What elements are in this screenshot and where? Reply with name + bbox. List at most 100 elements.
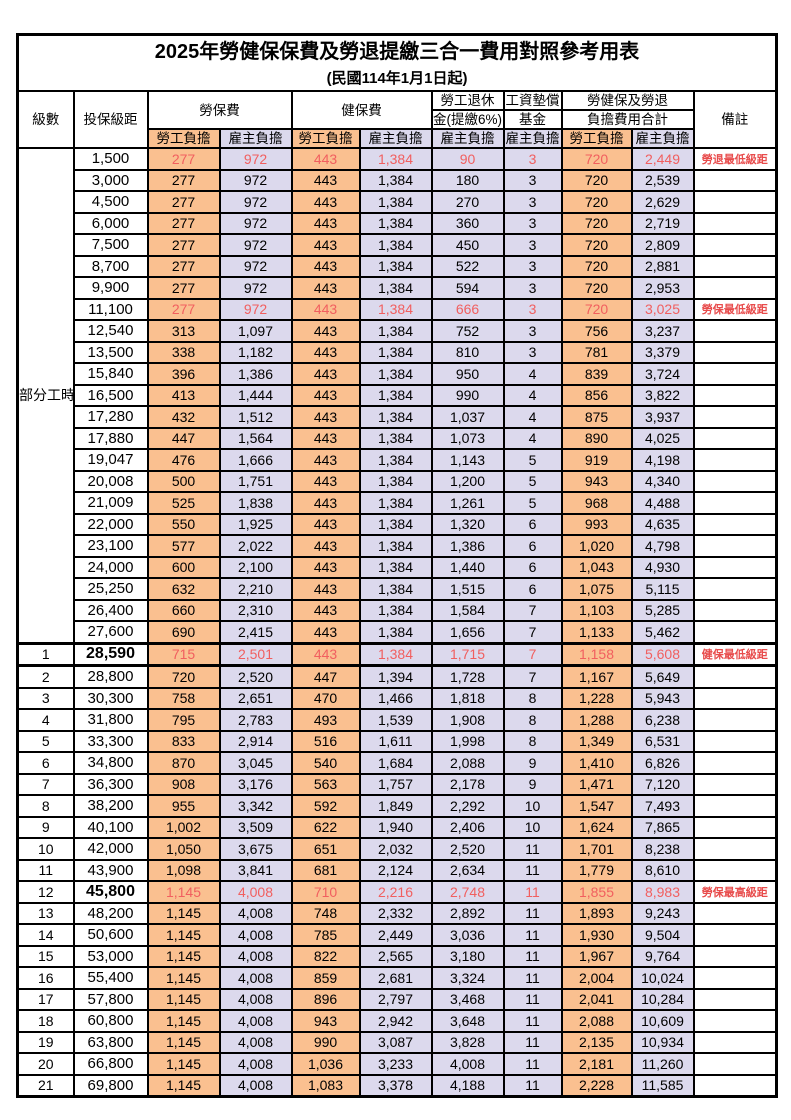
health-employer-cell: 1,684 — [358, 751, 433, 775]
header-total-line2: 負擔費用合計 — [560, 109, 695, 130]
bracket-cell: 4,500 — [72, 190, 149, 214]
labor-employee-cell: 660 — [146, 598, 221, 622]
total-employee-cell: 720 — [560, 233, 633, 257]
bracket-cell: 33,300 — [72, 729, 149, 753]
labor-employer-cell: 4,008 — [218, 987, 293, 1011]
labor-employee-cell: 277 — [146, 211, 221, 235]
total-employee-cell: 2,135 — [560, 1030, 633, 1054]
level-cell: 21 — [16, 1073, 75, 1098]
wage-fund-employer-cell: 3 — [502, 147, 563, 171]
bracket-cell: 40,100 — [72, 815, 149, 839]
health-employee-cell: 785 — [290, 923, 361, 947]
table-row: 17,880 447 1,564 443 1,384 1,073 4 890 4,025 — [18, 426, 778, 450]
title-row: 2025年勞健保保費及勞退提繳三合一費用對照參考用表 (民國114年1月1日起) — [16, 33, 778, 92]
labor-employee-cell: 758 — [146, 686, 221, 710]
note-cell — [692, 1073, 778, 1098]
table-title-cell: 2025年勞健保保費及勞退提繳三合一費用對照參考用表 (民國114年1月1日起) — [16, 33, 778, 92]
labor-employer-cell: 972 — [218, 211, 293, 235]
health-employee-cell: 822 — [290, 944, 361, 968]
total-employee-cell: 1,158 — [560, 641, 633, 667]
level-cell: 18 — [16, 1009, 75, 1033]
table-row: 27,600 690 2,415 443 1,384 1,656 7 1,133 5,462 — [18, 620, 778, 644]
table-row: 17,280 432 1,512 443 1,384 1,037 4 875 3,937 — [18, 405, 778, 429]
table-row: 13,500 338 1,182 443 1,384 810 3 781 3,379 — [18, 340, 778, 364]
labor-employer-cell: 972 — [218, 168, 293, 192]
wage-fund-employer-cell: 5 — [502, 491, 563, 515]
note-cell — [692, 729, 778, 753]
labor-employer-cell: 1,182 — [218, 340, 293, 364]
wage-fund-employer-cell: 11 — [502, 987, 563, 1011]
bracket-cell: 23,100 — [72, 534, 149, 558]
wage-fund-employer-cell: 8 — [502, 729, 563, 753]
total-employee-cell: 1,547 — [560, 794, 633, 818]
total-employer-cell: 5,943 — [630, 686, 695, 710]
total-employer-cell: 5,285 — [630, 598, 695, 622]
level-cell: 15 — [16, 944, 75, 968]
total-employee-cell: 2,088 — [560, 1009, 633, 1033]
labor-employer-cell: 2,022 — [218, 534, 293, 558]
health-employee-cell: 443 — [290, 254, 361, 278]
labor-employer-cell: 1,838 — [218, 491, 293, 515]
labor-employer-cell: 4,008 — [218, 880, 293, 904]
labor-employee-cell: 833 — [146, 729, 221, 753]
labor-employer-cell: 2,501 — [218, 641, 293, 667]
level-cell: 19 — [16, 1030, 75, 1054]
level-cell: 6 — [16, 751, 75, 775]
bracket-cell: 30,300 — [72, 686, 149, 710]
wage-fund-employer-cell: 6 — [502, 555, 563, 579]
health-employee-cell: 443 — [290, 577, 361, 601]
labor-employee-cell: 277 — [146, 254, 221, 278]
table-row: 16,500 413 1,444 443 1,384 990 4 856 3,822 — [18, 383, 778, 407]
health-employer-cell: 1,384 — [358, 297, 433, 321]
total-employer-cell: 11,585 — [630, 1073, 695, 1098]
total-employer-cell: 9,764 — [630, 944, 695, 968]
wage-fund-employer-cell: 6 — [502, 512, 563, 536]
health-employer-cell: 1,384 — [358, 254, 433, 278]
premium-table: 2025年勞健保保費及勞退提繳三合一費用對照參考用表 (民國114年1月1日起)… — [16, 33, 779, 1098]
total-employer-cell: 5,608 — [630, 641, 695, 667]
health-employer-cell: 1,384 — [358, 555, 433, 579]
header-labor-employee: 勞工負擔 — [146, 128, 221, 149]
table-row: 17 57,800 1,145 4,008 896 2,797 3,468 11 2,041 10… — [16, 987, 778, 1011]
pension-employer-cell: 990 — [430, 383, 505, 407]
note-cell — [692, 620, 778, 644]
health-employer-cell: 1,611 — [358, 729, 433, 753]
wage-fund-employer-cell: 11 — [502, 1009, 563, 1033]
total-employee-cell: 720 — [560, 276, 633, 300]
labor-employee-cell: 313 — [146, 319, 221, 343]
total-employee-cell: 2,181 — [560, 1052, 633, 1076]
bracket-cell: 17,880 — [72, 426, 149, 450]
total-employer-cell: 4,635 — [630, 512, 695, 536]
total-employer-cell: 4,340 — [630, 469, 695, 493]
total-employee-cell: 720 — [560, 254, 633, 278]
note-cell — [692, 340, 778, 364]
labor-employer-cell: 4,008 — [218, 923, 293, 947]
header-health-employer: 雇主負擔 — [358, 128, 433, 149]
health-employee-cell: 443 — [290, 469, 361, 493]
table-row: 9 40,100 1,002 3,509 622 1,940 2,406 10 1,624 7,8… — [16, 815, 778, 839]
pension-employer-cell: 4,188 — [430, 1073, 505, 1098]
health-employee-cell: 651 — [290, 837, 361, 861]
table-row: 2 28,800 720 2,520 447 1,394 1,728 7 1,167 5,649 — [16, 664, 778, 689]
header-pension-line1: 勞工退休 — [430, 90, 505, 111]
wage-fund-employer-cell: 7 — [502, 664, 563, 689]
table-row: 19 63,800 1,145 4,008 990 3,087 3,828 11 2,135 10… — [16, 1030, 778, 1054]
pension-employer-cell: 1,386 — [430, 534, 505, 558]
labor-employee-cell: 632 — [146, 577, 221, 601]
pension-employer-cell: 1,728 — [430, 664, 505, 689]
pension-employer-cell: 3,648 — [430, 1009, 505, 1033]
health-employer-cell: 1,384 — [358, 233, 433, 257]
total-employer-cell: 2,539 — [630, 168, 695, 192]
bracket-cell: 17,280 — [72, 405, 149, 429]
bracket-cell: 20,008 — [72, 469, 149, 493]
labor-employee-cell: 870 — [146, 751, 221, 775]
total-employer-cell: 2,449 — [630, 147, 695, 171]
level-cell: 7 — [16, 772, 75, 796]
total-employee-cell: 720 — [560, 168, 633, 192]
total-employee-cell: 1,779 — [560, 858, 633, 882]
health-employee-cell: 622 — [290, 815, 361, 839]
header-bracket: 投保級距 — [72, 90, 149, 149]
page-title: 2025年勞健保保費及勞退提繳三合一費用對照參考用表 — [154, 41, 640, 63]
bracket-cell: 19,047 — [72, 448, 149, 472]
wage-fund-employer-cell: 5 — [502, 469, 563, 493]
